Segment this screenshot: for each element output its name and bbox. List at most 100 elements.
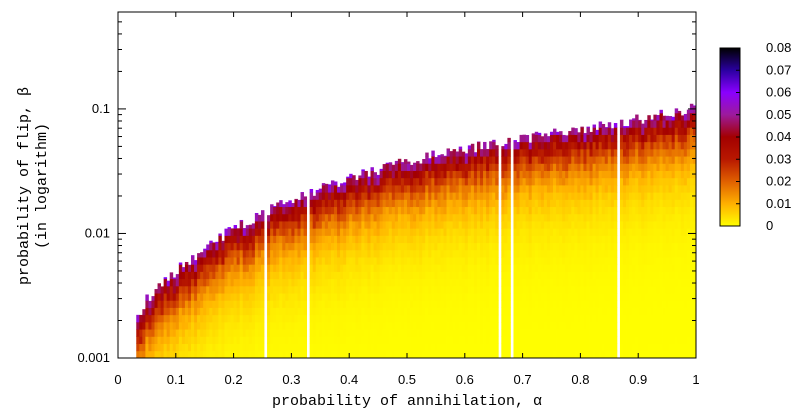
heatmap-cell [689, 278, 694, 287]
heatmap-cell [458, 343, 463, 352]
heatmap-cell [446, 170, 450, 179]
heatmap-cell [662, 278, 666, 287]
heatmap-cell [233, 300, 238, 308]
heatmap-cell [410, 235, 414, 244]
heatmap-cell [413, 300, 417, 308]
heatmap-cell [209, 343, 213, 352]
heatmap-cell [440, 271, 444, 280]
heatmap-cell [315, 235, 320, 244]
heatmap-cell [361, 271, 365, 280]
heatmap-cell [486, 271, 490, 280]
heatmap-cell [276, 293, 280, 301]
heatmap-cell [321, 185, 326, 193]
heatmap-cell [571, 206, 575, 215]
heatmap-cell [656, 228, 660, 236]
heatmap-cell [294, 307, 298, 316]
heatmap-cell [394, 314, 399, 323]
heatmap-cell [340, 199, 344, 208]
heatmap-cell [537, 206, 542, 215]
heatmap-cell [257, 321, 262, 330]
heatmap-cell [680, 221, 685, 229]
heatmap-cell [388, 314, 393, 323]
heatmap-cell [598, 343, 603, 352]
heatmap-cell [215, 343, 219, 352]
heatmap-cell [145, 294, 149, 301]
heatmap-cell [236, 350, 241, 358]
heatmap-cell [619, 300, 624, 308]
heatmap-cell [367, 271, 371, 280]
heatmap-cell [440, 257, 444, 265]
heatmap-cell [340, 293, 344, 301]
heatmap-cell [483, 285, 487, 294]
heatmap-cell [604, 127, 609, 135]
heatmap-cell [200, 293, 204, 301]
heatmap-cell [601, 271, 606, 280]
heatmap-cell [534, 221, 539, 229]
heatmap-cell [340, 307, 344, 316]
heatmap-cell [367, 321, 371, 330]
heatmap-cell [288, 321, 292, 330]
heatmap-cell [209, 300, 213, 308]
heatmap-cell [407, 278, 411, 287]
heatmap-cell [589, 264, 593, 272]
heatmap-cell [224, 264, 228, 272]
heatmap-cell [464, 293, 469, 301]
heatmap-cell [683, 235, 688, 244]
heatmap-cell [187, 271, 192, 280]
heatmap-cell [674, 127, 679, 135]
heatmap-cell [571, 221, 575, 229]
heatmap-cell [540, 249, 545, 258]
heatmap-cell [650, 221, 654, 229]
heatmap-cell [385, 321, 390, 330]
heatmap-cell [659, 112, 663, 121]
heatmap-cell [270, 257, 274, 265]
heatmap-cell [644, 148, 648, 157]
heatmap-cell [203, 248, 207, 251]
heatmap-cell [689, 314, 694, 323]
heatmap-cell [245, 278, 250, 287]
heatmap-cell [553, 192, 557, 200]
heatmap-cell [483, 314, 487, 323]
heatmap-cell [495, 350, 499, 358]
heatmap-cell [419, 264, 423, 272]
heatmap-cell [367, 350, 371, 358]
heatmap-cell [635, 278, 639, 287]
heatmap-cell [519, 343, 523, 352]
heatmap-cell [662, 300, 666, 308]
heatmap-cell [613, 249, 618, 258]
heatmap-cell [461, 285, 466, 294]
heatmap-cell [622, 343, 627, 352]
heatmap-cell [315, 249, 320, 258]
heatmap-cell [446, 156, 450, 164]
heatmap-cell [556, 257, 560, 265]
heatmap-cell [419, 206, 423, 215]
heatmap-cell [221, 350, 225, 358]
heatmap-cell [629, 177, 633, 186]
heatmap-cell [455, 257, 460, 265]
heatmap-cell [391, 185, 396, 193]
heatmap-cell [194, 343, 198, 352]
heatmap-cell [388, 300, 393, 308]
heatmap-cell [227, 271, 231, 280]
heatmap-cell [382, 242, 387, 251]
heatmap-cell [668, 199, 673, 208]
heatmap-cell [638, 329, 642, 337]
heatmap-cell [236, 264, 241, 272]
heatmap-cell [276, 336, 280, 344]
heatmap-cell [242, 329, 247, 337]
heatmap-cell [163, 277, 168, 280]
heatmap-cell [467, 199, 472, 208]
heatmap-cell [410, 336, 414, 344]
heatmap-cell [260, 271, 265, 280]
heatmap-cell [276, 206, 280, 215]
heatmap-cell [145, 307, 149, 316]
heatmap-cell [489, 177, 493, 186]
heatmap-cell [495, 300, 499, 308]
heatmap-cell [379, 221, 384, 229]
heatmap-cell [330, 321, 335, 330]
heatmap-cell [516, 271, 520, 280]
heatmap-cell [613, 177, 618, 186]
heatmap-cell [662, 192, 666, 200]
heatmap-cell [285, 242, 289, 251]
heatmap-cell [644, 235, 648, 244]
